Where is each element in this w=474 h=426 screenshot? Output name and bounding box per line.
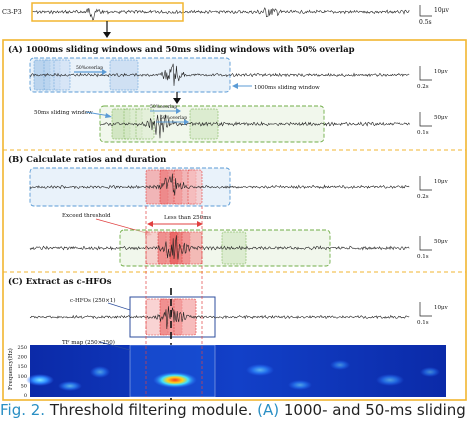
tf-ytick-label: 50 <box>21 383 27 389</box>
svg-text:50μv: 50μv <box>434 115 449 121</box>
caption-text-2: 1000- and 50-ms sliding <box>279 401 466 419</box>
svg-text:10μv: 10μv <box>434 69 449 75</box>
caption-fig-number: Fig. 2. <box>0 401 46 419</box>
arrow-a-down <box>173 98 181 104</box>
caption-text-1: Threshold filtering module. <box>45 401 258 419</box>
svg-text:50μv: 50μv <box>434 239 449 245</box>
svg-text:0.2s: 0.2s <box>417 84 429 90</box>
figure-diagram: C3-P3 10μv 0.5s (A) 1000ms sliding windo… <box>2 2 467 401</box>
tf-map <box>26 344 446 398</box>
tf-ytick-label: 200 <box>17 355 27 361</box>
top-scale-bar: 10μv 0.5s <box>419 5 450 26</box>
tf-yticks: 250 200 150 100 50 0 <box>17 345 27 399</box>
trace-a1 <box>29 63 410 86</box>
tf-ytick-label: 150 <box>17 364 27 370</box>
scale-bar-c: 10μv 0.1s <box>417 302 449 326</box>
svg-text:0.1s: 0.1s <box>417 320 429 326</box>
trace-b1 <box>29 173 410 196</box>
overlap-label-1: 50%overlap <box>76 65 103 71</box>
red-projection-lines <box>145 206 203 397</box>
panel-a-title: (A) 1000ms sliding windows and 50ms slid… <box>8 44 355 55</box>
scale-bar-a2: 50μv 0.1s <box>417 112 449 136</box>
scale-bar-b2: 50μv 0.1s <box>417 236 449 260</box>
label-1000ms-window: 1000ms sliding window <box>254 85 320 91</box>
tf-ytick-label: 0 <box>24 393 27 399</box>
panel-b-title: (B) Calculate ratios and duration <box>8 154 166 165</box>
tf-ytick-label: 100 <box>17 374 27 380</box>
raw-eeg-trace <box>31 7 410 21</box>
svg-text:0.1s: 0.1s <box>417 254 429 260</box>
label-50ms-window: 50ms sliding window <box>34 110 93 116</box>
trace-a2 <box>99 114 410 139</box>
caption-highlight: (A) <box>257 401 280 419</box>
svg-text:0.5s: 0.5s <box>419 19 432 26</box>
main-frame <box>2 39 467 401</box>
panel-c-title: (C) Extract as c-HFOs <box>8 276 112 287</box>
tf-ytick-label: 250 <box>17 345 27 351</box>
trace-c1 <box>29 306 410 330</box>
svg-text:0.2s: 0.2s <box>417 194 429 200</box>
label-less-than: Less than 250ms <box>164 215 211 221</box>
down-arrow-head <box>103 32 111 38</box>
label-exceed-threshold: Exceed threshold <box>62 213 111 219</box>
overlap-label-2: 50%overlap <box>150 104 177 110</box>
scale-bar-a1: 10μv 0.2s <box>417 66 449 90</box>
svg-text:10μv: 10μv <box>434 7 450 14</box>
scale-bar-b1: 10μv 0.2s <box>417 176 449 200</box>
tf-ylabel: Frequency(Hz) <box>7 348 14 390</box>
svg-text:10μv: 10μv <box>434 179 449 185</box>
label-chfos: c-HFOs (250×1) <box>70 297 116 304</box>
label-tf-map: TF map (250×250) <box>62 339 115 346</box>
overlap-label-3: 50%overlap <box>160 115 187 121</box>
svg-text:0.1s: 0.1s <box>417 130 429 136</box>
figure-caption: Fig. 2. Threshold filtering module. (A) … <box>0 401 474 426</box>
channel-label: C3-P3 <box>2 8 22 16</box>
trace-b2 <box>29 235 410 260</box>
svg-text:10μv: 10μv <box>434 305 449 311</box>
